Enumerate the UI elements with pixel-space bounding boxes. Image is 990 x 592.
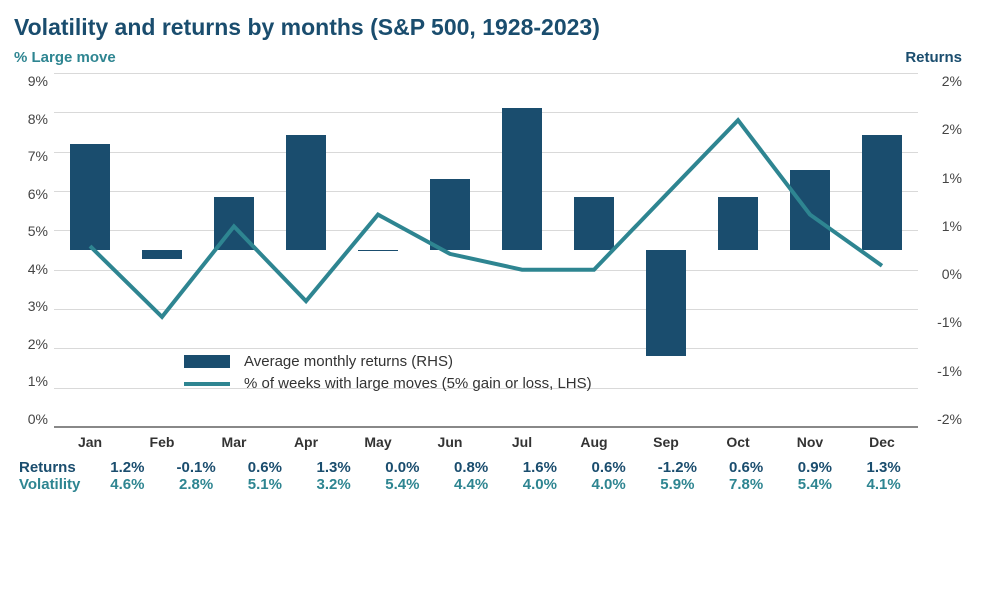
table-rowhead-volatility: Volatility [19,476,93,493]
legend: Average monthly returns (RHS) % of weeks… [184,348,592,397]
y-right-tick: -1% [924,363,962,379]
y-right-tick: 1% [924,170,962,186]
table-rowhead-returns: Returns [19,459,93,476]
table-cell-volatility: 4.0% [506,476,575,493]
y-right-tick: 2% [924,121,962,137]
table-cell-volatility: 5.4% [781,476,850,493]
y-left-tick: 8% [14,111,48,127]
legend-bar: Average monthly returns (RHS) [184,353,592,370]
chart-title: Volatility and returns by months (S&P 50… [14,14,962,41]
data-table: Returns1.2%-0.1%0.6%1.3%0.0%0.8%1.6%0.6%… [19,459,962,493]
table-cell-volatility: 4.0% [574,476,643,493]
table-cell-volatility: 4.1% [849,476,918,493]
right-axis-title: Returns [905,49,962,66]
y-right-tick: 1% [924,218,962,234]
month-label: Oct [702,427,774,453]
y-axis-right: 2% 2% 1% 1% 0% -1% -1% -2% [924,73,962,427]
table-cell-return: 0.6% [712,459,781,476]
y-left-tick: 3% [14,298,48,314]
y-left-tick: 5% [14,223,48,239]
y-right-tick: 0% [924,266,962,282]
table-cell-volatility: 2.8% [162,476,231,493]
y-right-tick: -2% [924,411,962,427]
legend-bar-swatch [184,355,230,368]
legend-bar-label: Average monthly returns (RHS) [244,353,453,370]
table-cell-return: 1.3% [299,459,368,476]
month-label: Dec [846,427,918,453]
plot-region: Average monthly returns (RHS) % of weeks… [54,73,918,453]
y-right-tick: 2% [924,73,962,89]
table-cell-return: 1.3% [849,459,918,476]
table-cell-volatility: 3.2% [299,476,368,493]
month-label: Feb [126,427,198,453]
month-label: Apr [270,427,342,453]
table-cell-volatility: 5.4% [368,476,437,493]
month-label: Jun [414,427,486,453]
month-label: Sep [630,427,702,453]
y-axis-left: 9% 8% 7% 6% 5% 4% 3% 2% 1% 0% [14,73,48,427]
y-left-tick: 7% [14,148,48,164]
y-right-tick: -1% [924,314,962,330]
y-left-tick: 6% [14,186,48,202]
month-label: Jul [486,427,558,453]
month-label: Mar [198,427,270,453]
table-cell-volatility: 5.9% [643,476,712,493]
table-cell-volatility: 4.6% [93,476,162,493]
month-label: Aug [558,427,630,453]
months-row: JanFebMarAprMayJunJulAugSepOctNovDec [54,427,918,453]
month-label: May [342,427,414,453]
legend-line-label: % of weeks with large moves (5% gain or … [244,375,592,392]
legend-line-swatch [184,382,230,386]
table-cell-volatility: 5.1% [231,476,300,493]
table-cell-return: -1.2% [643,459,712,476]
y-left-tick: 2% [14,336,48,352]
y-left-tick: 1% [14,373,48,389]
y-left-tick: 9% [14,73,48,89]
table-cell-return: 1.6% [506,459,575,476]
axis-labels: % Large move Returns [14,49,962,69]
table-cell-return: 0.6% [231,459,300,476]
table-cell-return: 0.6% [574,459,643,476]
table-cell-return: -0.1% [162,459,231,476]
month-label: Nov [774,427,846,453]
month-label: Jan [54,427,126,453]
table-cell-return: 0.8% [437,459,506,476]
chart-area: 9% 8% 7% 6% 5% 4% 3% 2% 1% 0% 2% 2% 1% 1% 0% -1% -1% -2%… [14,73,962,453]
y-left-tick: 4% [14,261,48,277]
table-cell-volatility: 7.8% [712,476,781,493]
volatility-path [90,120,882,317]
table-cell-volatility: 4.4% [437,476,506,493]
table-cell-return: 0.0% [368,459,437,476]
table-cell-return: 1.2% [93,459,162,476]
table-cell-return: 0.9% [781,459,850,476]
legend-line: % of weeks with large moves (5% gain or … [184,375,592,392]
y-left-tick: 0% [14,411,48,427]
left-axis-title: % Large move [14,49,116,66]
